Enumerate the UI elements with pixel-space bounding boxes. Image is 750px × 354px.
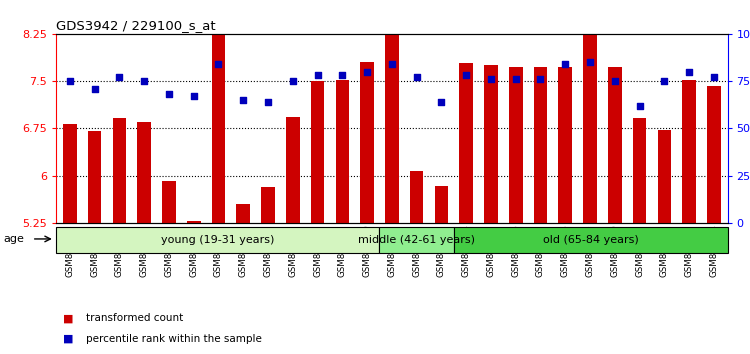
Bar (633, 118, 646, 223)
Text: old (65-84 years): old (65-84 years) (543, 235, 639, 245)
Text: middle (42-61 years): middle (42-61 years) (358, 235, 476, 245)
Bar (454, 227, 728, 253)
Bar (56, 227, 380, 253)
Point (188, 93, 200, 99)
Point (609, 78, 621, 84)
Point (286, 78, 298, 84)
Text: young (19-31 years): young (19-31 years) (161, 235, 274, 245)
Text: age: age (4, 234, 25, 244)
Text: ■: ■ (63, 334, 74, 344)
Point (212, 61, 224, 67)
Point (88, 86, 101, 91)
Bar (410, 171, 424, 223)
Point (683, 69, 695, 74)
Point (262, 99, 274, 105)
Point (411, 74, 423, 80)
Point (634, 103, 646, 108)
Point (436, 99, 448, 105)
Bar (360, 62, 374, 223)
Point (163, 91, 175, 97)
Point (311, 73, 323, 78)
Bar (434, 187, 448, 223)
Bar (658, 130, 671, 223)
Text: GDS3942 / 229100_s_at: GDS3942 / 229100_s_at (56, 19, 216, 33)
Point (361, 69, 373, 74)
Point (584, 59, 596, 65)
Point (535, 76, 547, 82)
Text: percentile rank within the sample: percentile rank within the sample (86, 334, 262, 344)
Bar (385, 30, 399, 223)
Bar (559, 67, 572, 223)
Bar (211, 30, 225, 223)
Bar (112, 118, 126, 223)
Bar (608, 67, 622, 223)
Bar (310, 81, 325, 223)
Bar (534, 67, 548, 223)
Bar (459, 63, 473, 223)
Point (386, 61, 398, 67)
Point (560, 61, 572, 67)
Point (708, 74, 720, 80)
Text: transformed count: transformed count (86, 313, 184, 323)
Bar (63, 124, 76, 223)
Point (460, 73, 472, 78)
Bar (187, 221, 200, 223)
Bar (137, 122, 151, 223)
Bar (509, 67, 523, 223)
Point (658, 78, 670, 84)
Bar (335, 80, 350, 223)
Point (138, 78, 150, 84)
Bar (380, 227, 454, 253)
Bar (162, 181, 176, 223)
Bar (286, 117, 299, 223)
Bar (261, 187, 274, 223)
Text: ■: ■ (63, 313, 74, 323)
Point (336, 73, 348, 78)
Point (485, 76, 497, 82)
Bar (88, 131, 101, 223)
Point (237, 97, 249, 103)
Point (113, 74, 125, 80)
Bar (707, 86, 721, 223)
Bar (584, 30, 597, 223)
Bar (236, 204, 250, 223)
Point (64, 78, 76, 84)
Bar (682, 80, 696, 223)
Point (510, 76, 522, 82)
Bar (484, 65, 498, 223)
